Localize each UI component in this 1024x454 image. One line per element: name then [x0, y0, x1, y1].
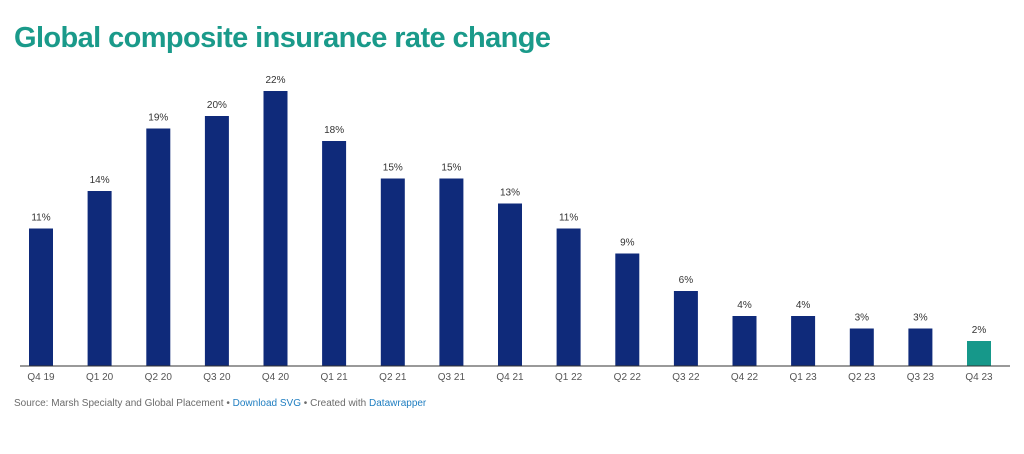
- bar-q2-20: [146, 128, 171, 366]
- footer-separator: •: [226, 398, 230, 409]
- x-tick-label: Q3 22: [672, 372, 700, 383]
- x-tick-label: Q4 20: [262, 372, 290, 383]
- source-note: Source: Marsh Specialty and Global Place…: [14, 398, 224, 409]
- value-label: 9%: [620, 238, 635, 249]
- value-label: 13%: [500, 188, 520, 199]
- bar-q2-23: [849, 328, 874, 366]
- x-tick-label: Q1 20: [86, 372, 114, 383]
- value-label: 2%: [972, 325, 987, 336]
- bar-q3-21: [439, 178, 464, 366]
- value-label: 19%: [148, 113, 168, 124]
- x-tick-label: Q4 22: [731, 372, 759, 383]
- footer-separator: •: [303, 398, 308, 409]
- bar-q1-22: [556, 228, 581, 366]
- value-label: 3%: [913, 313, 928, 324]
- value-label: 18%: [324, 125, 344, 136]
- x-tick-labels-group: Q4 19 Q1 20 Q2 20 Q3 20 Q4 20 Q1 21 Q2 21 Q3 21…: [27, 372, 993, 383]
- value-label: 15%: [383, 163, 403, 174]
- bar-q4-22: [732, 316, 757, 366]
- download-svg-link[interactable]: Download SVG: [232, 398, 302, 409]
- bar-q3-22: [673, 291, 698, 366]
- bar-q3-23: [908, 328, 933, 366]
- value-labels-group: 11% 14% 19% 20% 22% 18% 15% 15% 13% 11% 9% 6% 4% 4% 3%…: [31, 75, 986, 336]
- bar-q1-20: [87, 191, 112, 366]
- bar-q4-23: [967, 341, 991, 366]
- value-label: 22%: [265, 75, 285, 86]
- bar-q4-21: [498, 203, 522, 366]
- created-with-text: Created with: [310, 398, 367, 409]
- x-tick-label: Q2 23: [848, 372, 876, 383]
- value-label: 4%: [737, 300, 752, 311]
- value-label: 6%: [679, 275, 694, 286]
- x-tick-label: Q1 22: [555, 372, 583, 383]
- x-tick-label: Q1 23: [789, 372, 817, 383]
- x-tick-label: Q4 23: [965, 372, 993, 383]
- bar-q2-21: [380, 178, 405, 366]
- x-tick-label: Q3 20: [203, 372, 231, 383]
- bar-q3-20: [204, 116, 229, 366]
- value-label: 14%: [90, 175, 110, 186]
- x-tick-label: Q2 22: [614, 372, 642, 383]
- bars-group: [29, 91, 991, 366]
- value-label: 3%: [855, 313, 870, 324]
- x-tick-label: Q4 21: [496, 372, 524, 383]
- x-tick-label: Q4 19: [27, 372, 55, 383]
- x-tick-label: Q1 21: [320, 372, 348, 383]
- bar-q4-19: [29, 228, 53, 366]
- value-label: 11%: [559, 213, 578, 224]
- datawrapper-link[interactable]: Datawrapper: [369, 398, 427, 409]
- value-label: 20%: [207, 100, 227, 111]
- bar-q1-23: [791, 316, 816, 366]
- x-tick-label: Q2 21: [379, 372, 407, 383]
- chart-title: Global composite insurance rate change: [14, 22, 551, 54]
- bar-q2-22: [615, 253, 640, 366]
- x-tick-label: Q3 21: [438, 372, 466, 383]
- value-label: 4%: [796, 300, 811, 311]
- chart-footer: Source: Marsh Specialty and Global Place…: [14, 398, 426, 409]
- bar-q4-20: [263, 91, 288, 366]
- bar-q1-21: [322, 141, 347, 366]
- x-tick-label: Q3 23: [907, 372, 935, 383]
- value-label: 11%: [31, 213, 50, 224]
- x-tick-label: Q2 20: [145, 372, 173, 383]
- value-label: 15%: [441, 163, 461, 174]
